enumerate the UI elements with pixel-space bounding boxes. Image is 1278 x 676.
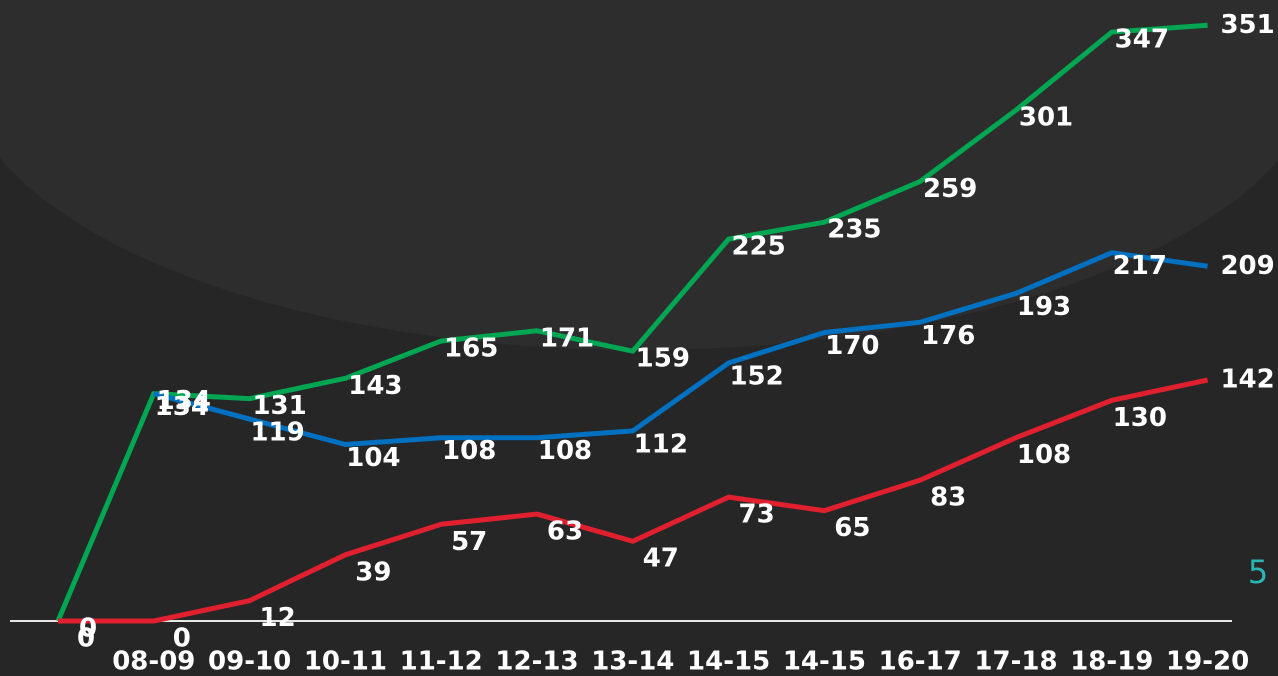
x-tick-label: 12-13 — [495, 647, 578, 676]
value-label: 176 — [921, 321, 975, 351]
value-label: 351 — [1220, 10, 1274, 40]
value-label: 301 — [1019, 103, 1073, 133]
value-label: 217 — [1113, 251, 1167, 281]
value-label: 131 — [252, 391, 306, 421]
x-tick-label: 11-12 — [400, 647, 483, 676]
value-label: 259 — [923, 174, 977, 204]
value-label: 165 — [444, 333, 498, 363]
value-label: 108 — [442, 436, 496, 466]
x-tick-label: 18-19 — [1070, 647, 1153, 676]
value-label: 170 — [825, 331, 879, 361]
value-label: 235 — [827, 215, 881, 245]
value-label: 12 — [260, 603, 296, 633]
value-label: 347 — [1115, 25, 1169, 55]
value-label: 171 — [540, 323, 594, 353]
value-label: 108 — [1017, 440, 1071, 470]
x-tick-label: 19-20 — [1166, 647, 1249, 676]
series-line — [153, 250, 1208, 447]
value-label: 159 — [636, 344, 690, 374]
value-label: 193 — [1017, 292, 1071, 322]
value-label: 108 — [538, 436, 592, 466]
value-label: 142 — [1220, 364, 1274, 394]
page-number: 5 — [1248, 553, 1268, 591]
value-label: 83 — [930, 483, 966, 513]
value-label: 0 — [77, 624, 95, 654]
value-label: 209 — [1220, 251, 1274, 281]
value-label: 119 — [250, 418, 304, 448]
x-tick-label: 14-15 — [687, 647, 770, 676]
value-label: 0 — [173, 624, 191, 654]
x-tick-label: 08-09 — [112, 647, 195, 676]
background-emblem — [0, 0, 1278, 350]
x-tick-label: 10-11 — [304, 647, 387, 676]
value-label: 152 — [729, 362, 783, 392]
value-label: 73 — [739, 500, 775, 530]
value-label: 39 — [355, 557, 391, 587]
value-label: 134 — [155, 392, 209, 422]
value-label: 65 — [834, 513, 870, 543]
value-label: 63 — [547, 517, 583, 547]
value-label: 47 — [643, 544, 679, 574]
value-label: 134 — [157, 386, 211, 416]
value-label: 225 — [731, 232, 785, 262]
value-label: 130 — [1113, 403, 1167, 433]
x-tick-label: 09-10 — [208, 647, 291, 676]
x-tick-label: 17-18 — [974, 647, 1057, 676]
plot: 08-09 09-10 10-11 11-12 12-13 13-14 14-15 14-15… — [55, 10, 1275, 676]
x-tick-label: 16-17 — [879, 647, 962, 676]
value-label: 57 — [451, 527, 487, 557]
value-label: 143 — [348, 371, 402, 401]
series-line — [55, 22, 1208, 622]
x-tick-label: 14-15 — [783, 647, 866, 676]
value-label: 112 — [634, 429, 688, 459]
value-label: 104 — [346, 443, 400, 473]
x-tick-label: 13-14 — [591, 647, 674, 676]
series-line — [58, 377, 1209, 624]
value-label: 0 — [79, 614, 97, 644]
